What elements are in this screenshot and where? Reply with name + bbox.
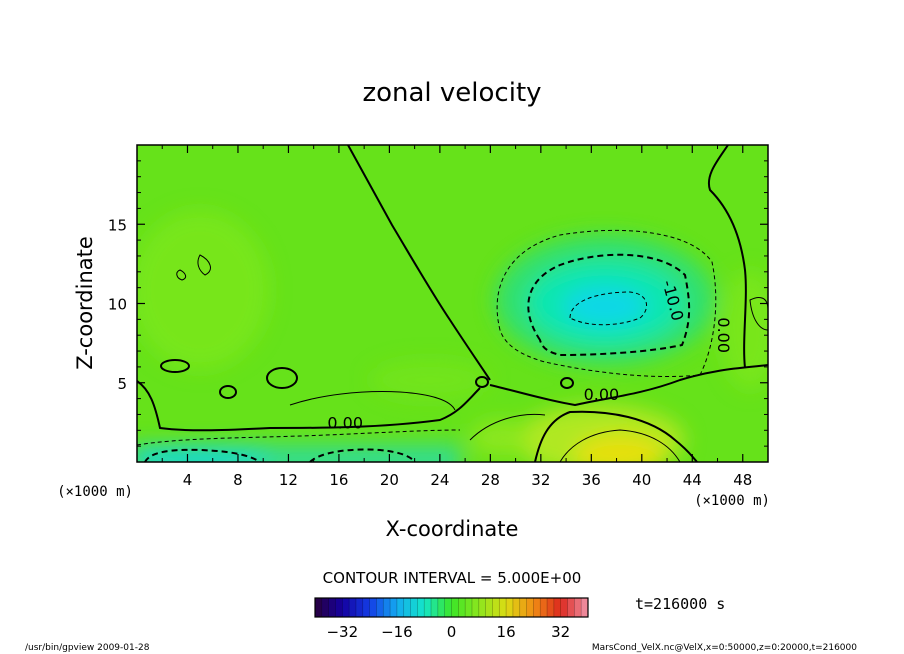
colorbar-segment: [519, 598, 528, 617]
colorbar-segment: [547, 598, 555, 617]
colorbar-tick-label: 16: [497, 623, 516, 641]
x-tick-label: 24: [430, 471, 449, 489]
colorbar-frame: [314, 597, 589, 618]
y-tick-label: 5: [117, 375, 127, 393]
contour-interval: CONTOUR INTERVAL = 5.000E+00: [323, 569, 582, 587]
colorbar-tick-label: −16: [381, 623, 413, 641]
colorbar-segment: [574, 598, 582, 617]
colorbar-segment: [499, 598, 507, 617]
colorbar-segment: [478, 598, 487, 617]
colorbar-segment: [533, 598, 541, 617]
colorbar-segment: [540, 598, 548, 617]
colorbar-segment: [315, 598, 323, 617]
colorbar-segment: [390, 598, 398, 617]
colorbar-segment: [355, 598, 364, 617]
colorbar-segment: [458, 598, 466, 617]
colorbar-segment: [512, 598, 521, 617]
colorbar-segment: [383, 598, 391, 617]
x-axis-ticks: 4 8 12 16 20 24 28 32 36 40 44 48: [161, 145, 752, 489]
footer-left: /usr/bin/gpview 2009-01-28: [25, 643, 150, 653]
colorbar-segment: [553, 598, 562, 617]
time-label: t=216000 s: [635, 595, 725, 613]
y-tick-label: 10: [108, 296, 127, 314]
contour-label: 0.00: [714, 317, 733, 353]
x-tick-label: 36: [582, 471, 601, 489]
colorbar-tick-label: 0: [447, 623, 457, 641]
colorbar-segment: [349, 598, 357, 617]
x-tick-label: 32: [531, 471, 550, 489]
colorbar-segment: [376, 598, 384, 617]
colorbar: [314, 598, 589, 617]
y-tick-label: 15: [108, 216, 127, 234]
colorbar-segment: [451, 598, 459, 617]
x-tick-label: 48: [733, 471, 752, 489]
colorbar-segment: [396, 598, 405, 617]
colorbar-segment: [485, 598, 493, 617]
x-tick-label: 20: [380, 471, 399, 489]
colorbar-segment: [403, 598, 412, 617]
contour-lines: [137, 145, 768, 462]
colorbar-segment: [437, 598, 446, 617]
footer-right: MarsCond_VelX.nc@VelX,x=0:50000,z=0:2000…: [592, 643, 857, 653]
x-tick-label: 4: [183, 471, 193, 489]
colorbar-segment: [328, 598, 336, 617]
colorbar-segment: [410, 598, 418, 617]
x-tick-label: 44: [683, 471, 702, 489]
colorbar-segment: [567, 598, 575, 617]
x-tick-label: 40: [632, 471, 651, 489]
colorbar-segment: [417, 598, 425, 617]
colorbar-segment: [471, 598, 480, 617]
plot-area: 0.000.00-10.00.00: [137, 145, 768, 462]
colorbar-segment: [321, 598, 330, 617]
colorbar-segment: [369, 598, 377, 617]
x-unit-left: (×1000 m): [57, 484, 133, 500]
y-axis-label: Z-coordinate: [73, 236, 97, 370]
colorbar-segment: [335, 598, 343, 617]
colorbar-segment: [492, 598, 500, 617]
colorbar-segment: [444, 598, 452, 617]
colorbar-segment: [342, 598, 350, 617]
x-tick-label: 8: [233, 471, 243, 489]
colorbar-segment: [362, 598, 371, 617]
colorbar-segment: [560, 598, 569, 617]
colorbar-segment: [581, 598, 589, 617]
chart-title: zonal velocity: [362, 78, 541, 108]
x-tick-label: 16: [329, 471, 348, 489]
x-axis-label: X-coordinate: [386, 517, 519, 541]
contour-label: 0.00: [327, 413, 363, 432]
colorbar-segment: [465, 598, 473, 617]
y-axis-ticks: 5 10 15: [108, 160, 768, 447]
x-unit-right: (×1000 m): [694, 493, 770, 509]
x-tick-label: 12: [279, 471, 298, 489]
colorbar-segment: [431, 598, 439, 617]
colorbar-tick-label: −32: [326, 623, 358, 641]
contour-label: 0.00: [584, 385, 620, 404]
x-tick-label: 28: [481, 471, 500, 489]
colorbar-tick-label: 32: [551, 623, 570, 641]
colorbar-segment: [424, 598, 432, 617]
colorbar-ticks: −32 −16 0 16 32: [326, 623, 570, 641]
colorbar-segment: [506, 598, 514, 617]
colorbar-segment: [526, 598, 534, 617]
